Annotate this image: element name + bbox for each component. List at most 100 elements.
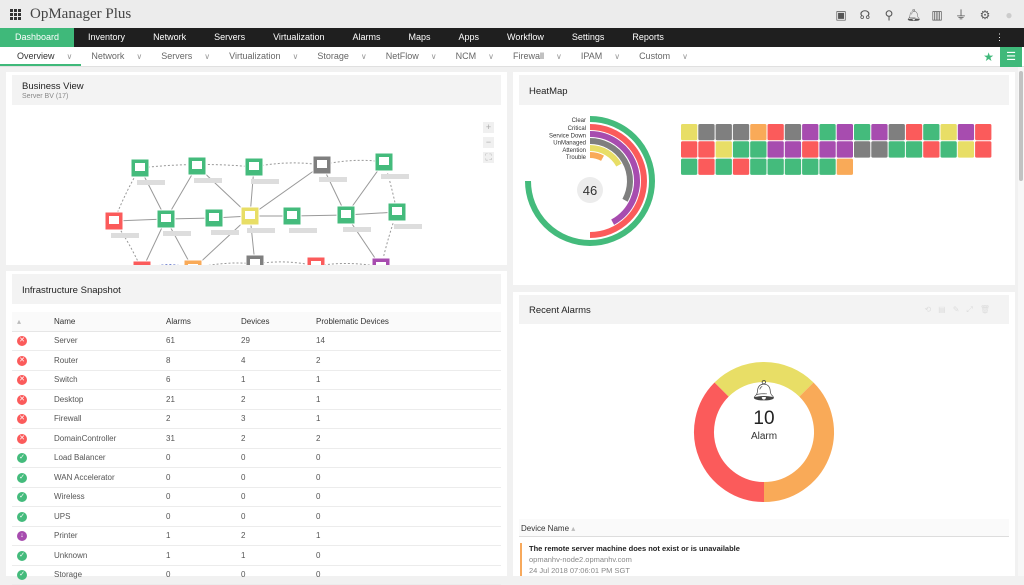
nav-inventory[interactable]: Inventory xyxy=(74,28,139,47)
chevron-down-icon[interactable]: ∨ xyxy=(431,52,437,61)
device-node[interactable] xyxy=(372,258,406,265)
heatmap-cell[interactable] xyxy=(854,141,870,157)
subnav-ncm[interactable]: NCM∨ xyxy=(446,47,503,66)
heatmap-cell[interactable] xyxy=(681,124,697,140)
heatmap-cell[interactable] xyxy=(941,141,957,157)
cell-name[interactable]: Storage xyxy=(54,565,166,585)
gear-icon[interactable]: ⚙ xyxy=(978,8,992,22)
heatmap-cell[interactable] xyxy=(733,141,749,157)
nav-servers[interactable]: Servers xyxy=(200,28,259,47)
nav-alarms[interactable]: Alarms xyxy=(338,28,394,47)
search-icon[interactable]: ⚲ xyxy=(882,8,896,22)
scrollbar[interactable] xyxy=(1018,67,1024,576)
column-header[interactable]: Devices xyxy=(241,312,316,331)
heatmap-cell[interactable] xyxy=(802,141,818,157)
subnav-virtualization[interactable]: Virtualization∨ xyxy=(219,47,307,66)
nav-network[interactable]: Network xyxy=(139,28,200,47)
cell-name[interactable]: Switch xyxy=(54,370,166,390)
chevron-down-icon[interactable]: ∨ xyxy=(556,52,562,61)
subnav-custom[interactable]: Custom∨ xyxy=(629,47,697,66)
cell-name[interactable]: Firewall xyxy=(54,409,166,429)
heatmap-cell[interactable] xyxy=(698,141,714,157)
heatmap-cell[interactable] xyxy=(906,141,922,157)
device-node[interactable] xyxy=(388,203,422,229)
cell-name[interactable]: Unknown xyxy=(54,546,166,566)
license-icon[interactable]: ▥ xyxy=(930,8,944,22)
device-node[interactable] xyxy=(241,207,275,233)
heatmap-cell[interactable] xyxy=(871,124,887,140)
subnav-storage[interactable]: Storage∨ xyxy=(307,47,375,66)
heatmap-cell[interactable] xyxy=(716,141,732,157)
nav-maps[interactable]: Maps xyxy=(394,28,444,47)
chevron-down-icon[interactable]: ∨ xyxy=(204,52,210,61)
apps-grid-icon[interactable] xyxy=(10,9,21,20)
cell-name[interactable]: Desktop xyxy=(54,390,166,410)
subnav-ipam[interactable]: IPAM∨ xyxy=(571,47,629,66)
heatmap-cell[interactable] xyxy=(698,124,714,140)
heatmap-cell[interactable] xyxy=(733,159,749,175)
heatmap-cell[interactable] xyxy=(819,141,835,157)
heatmap-cell[interactable] xyxy=(906,124,922,140)
subnav-netflow[interactable]: NetFlow∨ xyxy=(376,47,446,66)
cell-name[interactable]: Load Balancer xyxy=(54,448,166,468)
subnav-firewall[interactable]: Firewall∨ xyxy=(503,47,571,66)
heatmap-cell[interactable] xyxy=(837,141,853,157)
device-node[interactable] xyxy=(283,207,317,233)
column-header[interactable]: Name xyxy=(54,312,166,331)
heatmap-cell[interactable] xyxy=(802,159,818,175)
business-view-map[interactable] xyxy=(6,110,507,265)
heatmap-cell[interactable] xyxy=(923,124,939,140)
heatmap-cell[interactable] xyxy=(837,159,853,175)
subnav-overview[interactable]: Overview∨ xyxy=(0,47,81,66)
heatmap-cell[interactable] xyxy=(785,141,801,157)
nav-settings[interactable]: Settings xyxy=(558,28,619,47)
heatmap-cell[interactable] xyxy=(975,141,991,157)
headset-icon[interactable]: ☊ xyxy=(858,8,872,22)
heatmap-cell[interactable] xyxy=(941,124,957,140)
heatmap-cell[interactable] xyxy=(785,124,801,140)
heatmap-cell[interactable] xyxy=(750,124,766,140)
heatmap-cell[interactable] xyxy=(889,141,905,157)
nav-virtualization[interactable]: Virtualization xyxy=(259,28,338,47)
nav-workflow[interactable]: Workflow xyxy=(493,28,558,47)
heatmap-cell[interactable] xyxy=(923,141,939,157)
chevron-down-icon[interactable]: ∨ xyxy=(67,52,73,61)
device-node[interactable] xyxy=(188,157,222,183)
chevron-down-icon[interactable]: ∨ xyxy=(293,52,299,61)
device-node[interactable] xyxy=(105,212,139,238)
device-node[interactable] xyxy=(375,153,409,179)
chevron-down-icon[interactable]: ∨ xyxy=(361,52,367,61)
heatmap-cell[interactable] xyxy=(716,159,732,175)
heatmap-cell[interactable] xyxy=(681,141,697,157)
column-header[interactable]: Alarms xyxy=(166,312,241,331)
alarm-device[interactable]: opmanhv-node2.opmanhv.com xyxy=(529,554,740,565)
heatmap-cell[interactable] xyxy=(681,159,697,175)
column-header[interactable]: Problematic Devices xyxy=(316,312,501,331)
device-node[interactable] xyxy=(245,158,279,184)
cell-name[interactable]: Wireless xyxy=(54,487,166,507)
add-widget-button[interactable]: ☰ xyxy=(1000,47,1022,67)
user-icon[interactable]: ● xyxy=(1002,8,1016,22)
subnav-network[interactable]: Network∨ xyxy=(81,47,151,66)
heatmap-cell[interactable] xyxy=(768,141,784,157)
device-node[interactable] xyxy=(133,261,167,265)
more-icon[interactable]: ⋮ xyxy=(981,28,1018,47)
cell-name[interactable]: Server xyxy=(54,331,166,351)
chevron-down-icon[interactable]: ∨ xyxy=(682,52,688,61)
heatmap-cell[interactable] xyxy=(750,141,766,157)
heatmap-cell[interactable] xyxy=(733,124,749,140)
zoom-in-button[interactable]: + xyxy=(483,122,494,133)
alarm-item[interactable]: The remote server machine does not exist… xyxy=(520,543,740,576)
device-node[interactable] xyxy=(337,206,371,232)
device-name-header[interactable]: Device Name ▴ xyxy=(519,519,1009,537)
nav-reports[interactable]: Reports xyxy=(618,28,678,47)
